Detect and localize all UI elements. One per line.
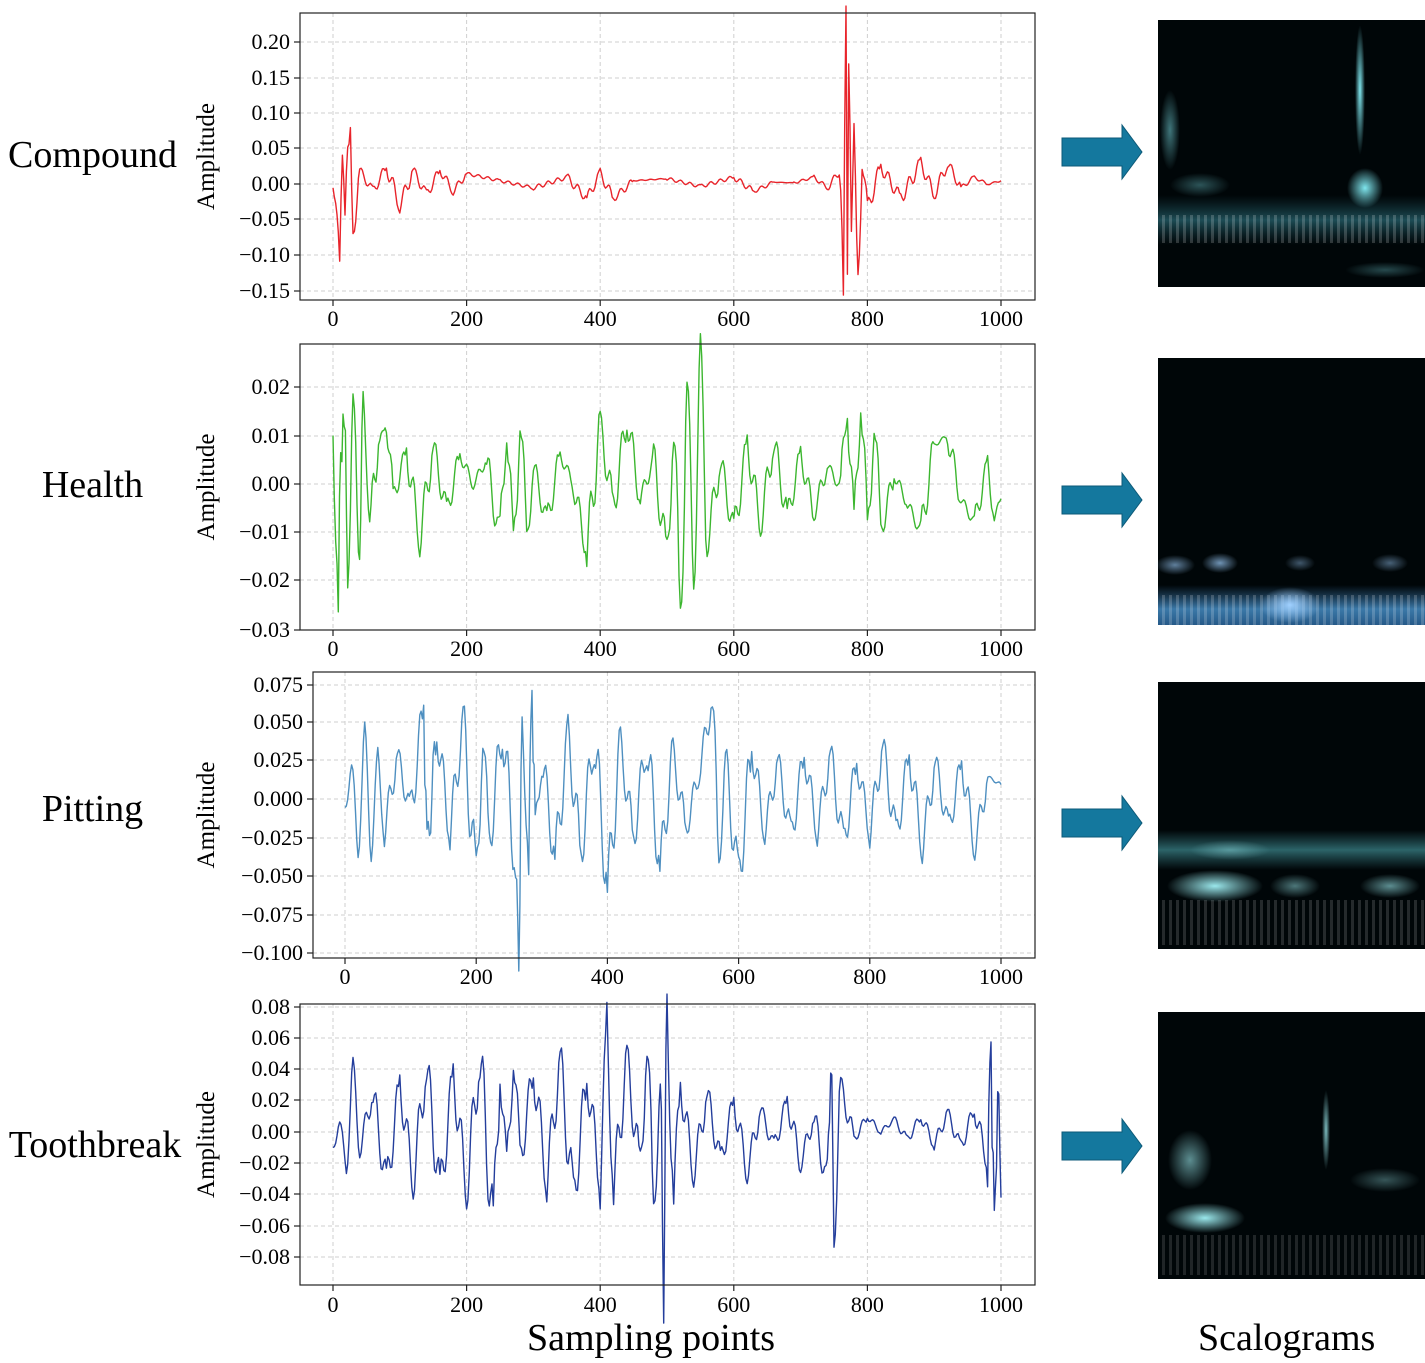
arrow-icon [1061,794,1143,852]
plot-frame [299,12,1036,301]
x-tick-label: 400 [591,964,624,989]
y-tick-label: 0.02 [252,374,291,399]
scalogram-health [1155,358,1425,625]
x-tick-label: 800 [851,636,884,661]
x-tick-label: 0 [340,964,351,989]
y-tick-label: −0.025 [241,825,303,850]
x-tick-label: 1000 [979,964,1023,989]
y-tick-label: 0.06 [252,1025,291,1050]
line-chart-toothbreak: 0 200 400 600 800 1000 0.08 0.06 0.04 0.02 0.00 −0.… [193,993,1036,1324]
y-tick-label: 0.000 [254,786,304,811]
y-tick-label: −0.050 [241,863,303,888]
row-label-health: Health [41,464,144,506]
y-tick-label: −0.03 [239,617,290,642]
y-tick-label: 0.050 [254,709,304,734]
y-axis-label: Amplitude [193,103,220,210]
x-tick-label: 800 [851,1292,884,1317]
y-tick-label: 0.20 [252,29,291,54]
x-tick-label: 0 [328,306,339,331]
x-tick-label: 200 [450,1292,483,1317]
x-tick-label: 400 [584,306,617,331]
x-tick-label: 200 [450,636,483,661]
scalogram-pitting [1158,682,1425,949]
y-tick-label: 0.15 [252,65,291,90]
x-tick-label: 600 [722,964,755,989]
y-tick-label: −0.08 [239,1244,290,1269]
y-tick-label: 0.075 [254,672,304,697]
x-tick-label: 600 [717,636,750,661]
y-axis-label: Amplitude [193,1091,220,1198]
arrow-icon [1061,471,1143,529]
y-axis-label: Amplitude [193,762,220,869]
x-tick-label: 1000 [979,636,1023,661]
y-tick-label: 0.00 [252,471,291,496]
x-tick-label: 600 [717,306,750,331]
y-tick-label: −0.06 [239,1213,290,1238]
y-tick-label: 0.10 [252,100,291,125]
y-tick-label: 0.05 [252,135,291,160]
y-tick-label: −0.05 [239,206,290,231]
row-label-compound: Compound [8,134,177,176]
x-tick-label: 0 [328,1292,339,1317]
scalogram-compound [1158,20,1425,287]
y-tick-label: 0.02 [252,1087,291,1112]
plot-frame [312,671,1036,959]
line-chart-health: 0 200 400 600 800 1000 0.02 0.01 0.00 −0.01 −0.02 −… [193,333,1036,661]
x-tick-label: 400 [584,636,617,661]
y-tick-label: −0.100 [241,940,303,965]
y-tick-label: −0.04 [239,1181,290,1206]
row-label-pitting: Pitting [41,788,144,830]
x-tick-label: 800 [853,964,886,989]
arrow-icon [1061,123,1143,181]
plot-frame [299,343,1036,631]
x-tick-label: 400 [584,1292,617,1317]
series-line [332,993,1002,1324]
line-chart-compound: 0 200 400 600 800 1000 0.20 0.15 0.10 0.05 0.00 −0.… [193,5,1036,331]
series-line [344,689,1002,972]
scalogram-toothbreak [1158,1012,1425,1279]
y-tick-label: −0.02 [239,567,290,592]
row-label-toothbreak: Toothbreak [8,1124,182,1166]
line-chart-pitting: 0 200 400 600 800 1000 0.075 0.050 0.025 0.000 −0.… [193,671,1036,989]
x-tick-label: 600 [717,1292,750,1317]
y-tick-label: 0.00 [252,1119,291,1144]
y-tick-label: 0.08 [252,994,291,1019]
plot-frame [299,1003,1036,1286]
series-line [332,333,1002,613]
y-axis-label: Amplitude [193,434,220,541]
x-tick-label: 0 [328,636,339,661]
x-tick-label: 200 [460,964,493,989]
arrow-icon [1061,1117,1143,1175]
y-tick-label: 0.04 [252,1056,291,1081]
x-tick-label: 800 [851,306,884,331]
y-tick-label: −0.075 [241,902,303,927]
y-tick-label: 0.025 [254,747,304,772]
y-tick-label: −0.15 [239,278,290,303]
x-axis-label: Sampling points [527,1317,776,1359]
x-tick-label: 1000 [979,1292,1023,1317]
x-tick-label: 1000 [979,306,1023,331]
y-tick-label: −0.02 [239,1150,290,1175]
y-tick-label: −0.01 [239,519,290,544]
x-tick-label: 200 [450,306,483,331]
y-tick-label: 0.00 [252,171,291,196]
series-line [332,5,1002,296]
scalograms-label: Scalograms [1198,1317,1376,1359]
y-tick-label: −0.10 [239,242,290,267]
y-tick-label: 0.01 [252,423,291,448]
